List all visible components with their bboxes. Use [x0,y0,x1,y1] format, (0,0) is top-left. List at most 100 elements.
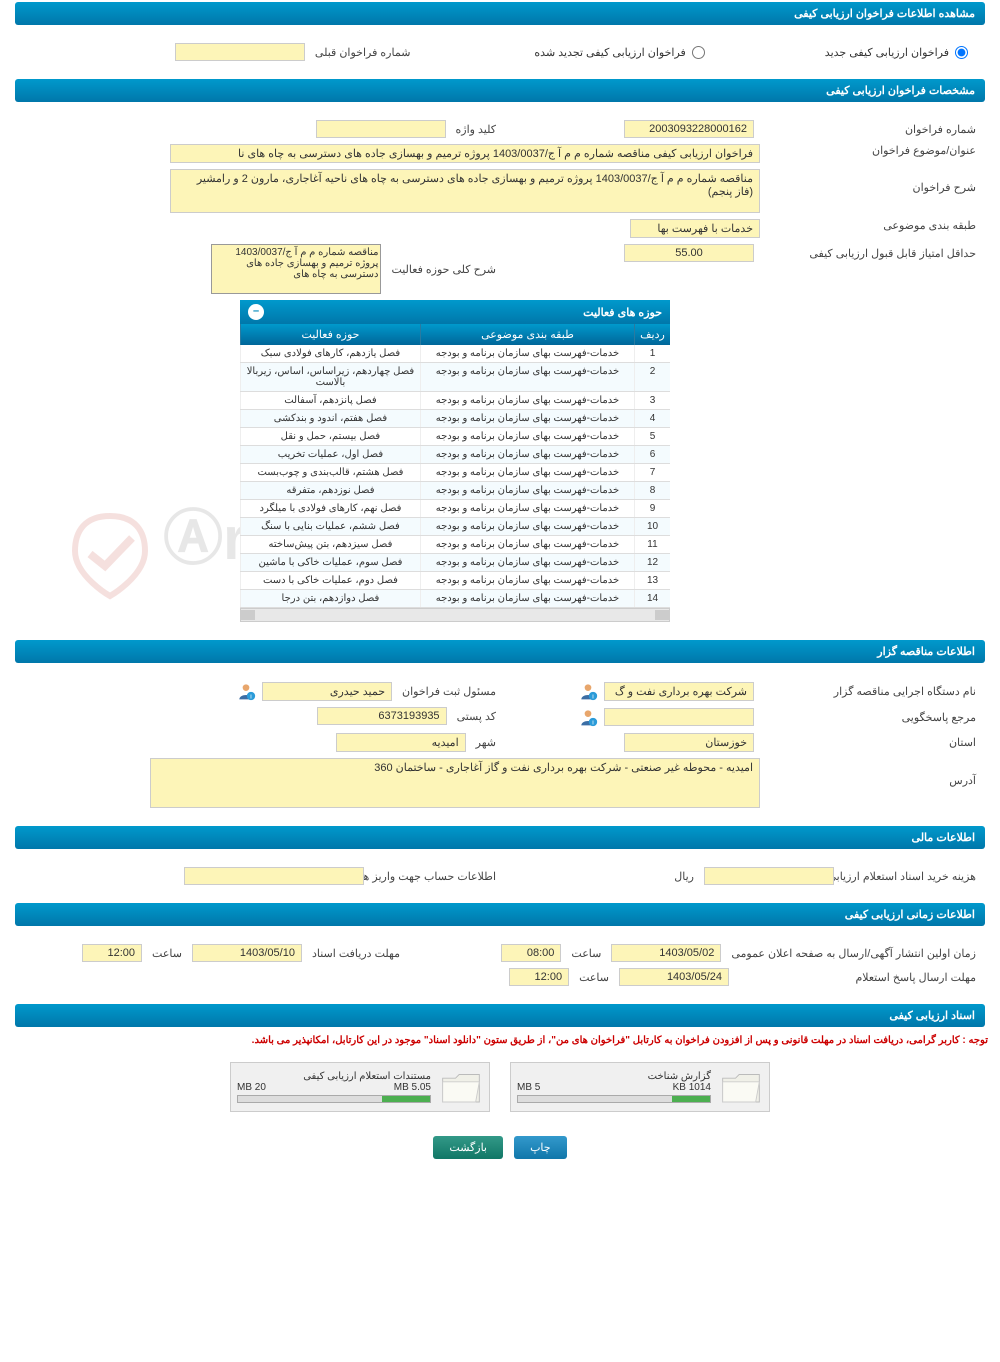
address-field: امیدیه - محوطه غیر صنعتی - شرکت بهره برد… [150,758,760,808]
cell-category: خدمات-فهرست بهای سازمان برنامه و بودجه [420,446,634,463]
table-row: 12خدمات-فهرست بهای سازمان برنامه و بودجه… [240,554,670,572]
horizontal-scrollbar[interactable] [240,608,670,622]
prev-number-label: شماره فراخوان قبلی [311,46,415,59]
cell-num: 3 [634,392,670,409]
activities-title: حوزه های فعالیت [583,306,662,319]
receive-date-field: 1403/05/10 [192,944,302,962]
title-field: فراخوان ارزیابی کیفی مناقصه شماره م م آ … [170,144,760,163]
cell-category: خدمات-فهرست بهای سازمان برنامه و بودجه [420,482,634,499]
postal-field: 6373193935 [317,707,447,725]
cell-category: خدمات-فهرست بهای سازمان برنامه و بودجه [420,518,634,535]
cell-category: خدمات-فهرست بهای سازمان برنامه و بودجه [420,536,634,553]
table-row: 2خدمات-فهرست بهای سازمان برنامه و بودجهف… [240,363,670,392]
response-date-field: 1403/05/24 [619,968,729,986]
city-field: امیدیه [336,733,466,752]
cell-num: 8 [634,482,670,499]
collapse-icon[interactable]: – [248,304,264,320]
cell-activity: فصل ششم، عملیات بنایی با سنگ [240,518,420,535]
responder-field [604,708,754,726]
user-icon[interactable]: i [578,681,598,701]
title-label: عنوان/موضوع فراخوان [760,144,980,157]
minscore-field: 55.00 [624,244,754,262]
specs-header: مشخصات فراخوان ارزیابی کیفی [15,79,985,102]
print-button[interactable]: چاپ [514,1136,567,1159]
cell-num: 10 [634,518,670,535]
postal-label: کد پستی [453,710,500,723]
cell-activity: فصل نوزدهم، متفرقه [240,482,420,499]
account-label: اطلاعات حساب جهت واریز هزینه خرید اسناد [370,870,500,883]
folder-icon [719,1069,763,1105]
radio-renewed-call[interactable]: فراخوان ارزیابی کیفی تجدید شده [534,46,704,59]
radio-new-call[interactable]: فراخوان ارزیابی کیفی جدید [825,46,968,59]
doc-inquiry-card[interactable]: مستندات استعلام ارزیابی کیفی 5.05 MB 20 … [230,1062,490,1112]
tender-header: اطلاعات مناقصه گزار [15,640,985,663]
city-label: شهر [472,736,500,749]
cell-num: 11 [634,536,670,553]
call-number-field: 2003093228000162 [624,120,754,138]
cell-num: 12 [634,554,670,571]
doc-recognition-used: 1014 KB [673,1082,711,1093]
folder-icon [439,1069,483,1105]
cell-activity: فصل یازدهم، کارهای فولادی سبک [240,345,420,362]
responder-label: مرجع پاسخگویی [760,711,980,724]
cell-category: خدمات-فهرست بهای سازمان برنامه و بودجه [420,500,634,517]
province-label: استان [760,736,980,749]
main-header: مشاهده اطلاعات فراخوان ارزیابی کیفی [15,2,985,25]
category-field: خدمات با فهرست بها [630,219,760,238]
response-deadline-label: مهلت ارسال پاسخ استعلام [735,971,980,984]
cell-activity: فصل دوازدهم، بتن درجا [240,590,420,607]
user-icon[interactable]: i [236,681,256,701]
cell-num: 13 [634,572,670,589]
cell-category: خدمات-فهرست بهای سازمان برنامه و بودجه [420,590,634,607]
call-number-label: شماره فراخوان [760,123,980,136]
table-row: 7خدمات-فهرست بهای سازمان برنامه و بودجهف… [240,464,670,482]
table-row: 10خدمات-فهرست بهای سازمان برنامه و بودجه… [240,518,670,536]
cell-num: 14 [634,590,670,607]
table-row: 6خدمات-فهرست بهای سازمان برنامه و بودجهف… [240,446,670,464]
table-row: 5خدمات-فهرست بهای سازمان برنامه و بودجهف… [240,428,670,446]
radio-new-input[interactable] [955,46,968,59]
cell-activity: فصل نهم، کارهای فولادی با میلگرد [240,500,420,517]
user-icon[interactable]: i [578,707,598,727]
cell-category: خدمات-فهرست بهای سازمان برنامه و بودجه [420,554,634,571]
radio-renewed-input[interactable] [692,46,705,59]
cell-num: 9 [634,500,670,517]
cell-category: خدمات-فهرست بهای سازمان برنامه و بودجه [420,428,634,445]
cell-activity: فصل چهاردهم، زیراساس، اساس، زیربالا بالا… [240,363,420,391]
table-row: 11خدمات-فهرست بهای سازمان برنامه و بودجه… [240,536,670,554]
cell-num: 7 [634,464,670,481]
cell-num: 1 [634,345,670,362]
cell-category: خدمات-فهرست بهای سازمان برنامه و بودجه [420,572,634,589]
doccost-field [704,867,834,885]
keyword-field [316,120,446,138]
activity-desc-listbox[interactable]: مناقصه شماره م م آ ج/1403/0037 پروژه ترم… [211,244,381,294]
cell-activity: فصل اول، عملیات تخریب [240,446,420,463]
keyword-label: کلید واژه [452,123,500,136]
cell-activity: فصل بیستم، حمل و نقل [240,428,420,445]
first-publish-label: زمان اولین انتشار آگهی/ارسال به صفحه اعل… [727,947,980,960]
docs-header: اسناد ارزیابی کیفی [15,1004,985,1027]
activity-desc-label: شرح کلی حوزه فعالیت [387,263,500,276]
back-button[interactable]: بازگشت [433,1136,503,1159]
doc-inquiry-progress [382,1096,430,1102]
doc-recognition-title: گزارش شناخت [517,1071,711,1082]
doccost-label: هزینه خرید اسناد استعلام ارزیابی کیفی [840,870,980,883]
registrar-field: حمید حیدری [262,682,392,701]
response-time-field: 12:00 [509,968,569,986]
col-act-header: حوزه فعالیت [240,324,420,345]
financial-header: اطلاعات مالی [15,826,985,849]
timing-header: اطلاعات زمانی ارزیابی کیفی [15,903,985,926]
cell-category: خدمات-فهرست بهای سازمان برنامه و بودجه [420,464,634,481]
doc-recognition-card[interactable]: گزارش شناخت 1014 KB 5 MB [510,1062,770,1112]
doc-inquiry-total: 20 MB [237,1082,266,1093]
account-field [184,867,364,885]
col-row-header: ردیف [634,324,670,345]
cell-num: 5 [634,428,670,445]
rial-label: ریال [670,870,698,883]
first-publish-time-field: 08:00 [501,944,561,962]
activities-panel: حوزه های فعالیت – ردیف طبقه بندی موضوعی … [240,300,670,622]
cell-category: خدمات-فهرست بهای سازمان برنامه و بودجه [420,345,634,362]
cell-num: 6 [634,446,670,463]
registrar-label: مسئول ثبت فراخوان [398,685,500,698]
minscore-label: حداقل امتیاز قابل قبول ارزیابی کیفی [760,247,980,260]
